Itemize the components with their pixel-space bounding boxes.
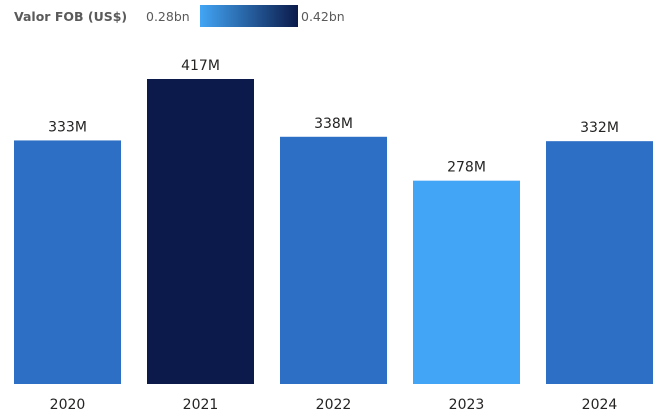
bar-2021[interactable] [147,79,254,384]
bar-2020[interactable] [14,140,121,384]
data-label-2021: 417M [181,58,220,74]
x-tick-label-2021: 2021 [183,397,219,413]
x-tick-label-2024: 2024 [582,397,618,413]
data-label-2020: 333M [48,119,87,135]
color-legend: Valor FOB (US$) 0.28bn 0.42bn [14,5,654,27]
x-tick-label-2020: 2020 [50,397,86,413]
bar-2023[interactable] [413,180,520,384]
x-tick-label-2022: 2022 [316,397,352,413]
legend-title: Valor FOB (US$) [14,9,128,24]
bar-2024[interactable] [546,141,653,384]
bar-2022[interactable] [280,136,387,384]
data-label-2022: 338M [314,116,353,132]
legend-gradient-bar [200,5,298,27]
data-label-2024: 332M [580,120,619,136]
legend-min-label: 0.28bn [146,9,190,24]
data-label-2023: 278M [447,160,486,176]
legend-max-label: 0.42bn [301,9,345,24]
x-tick-label-2023: 2023 [449,397,485,413]
